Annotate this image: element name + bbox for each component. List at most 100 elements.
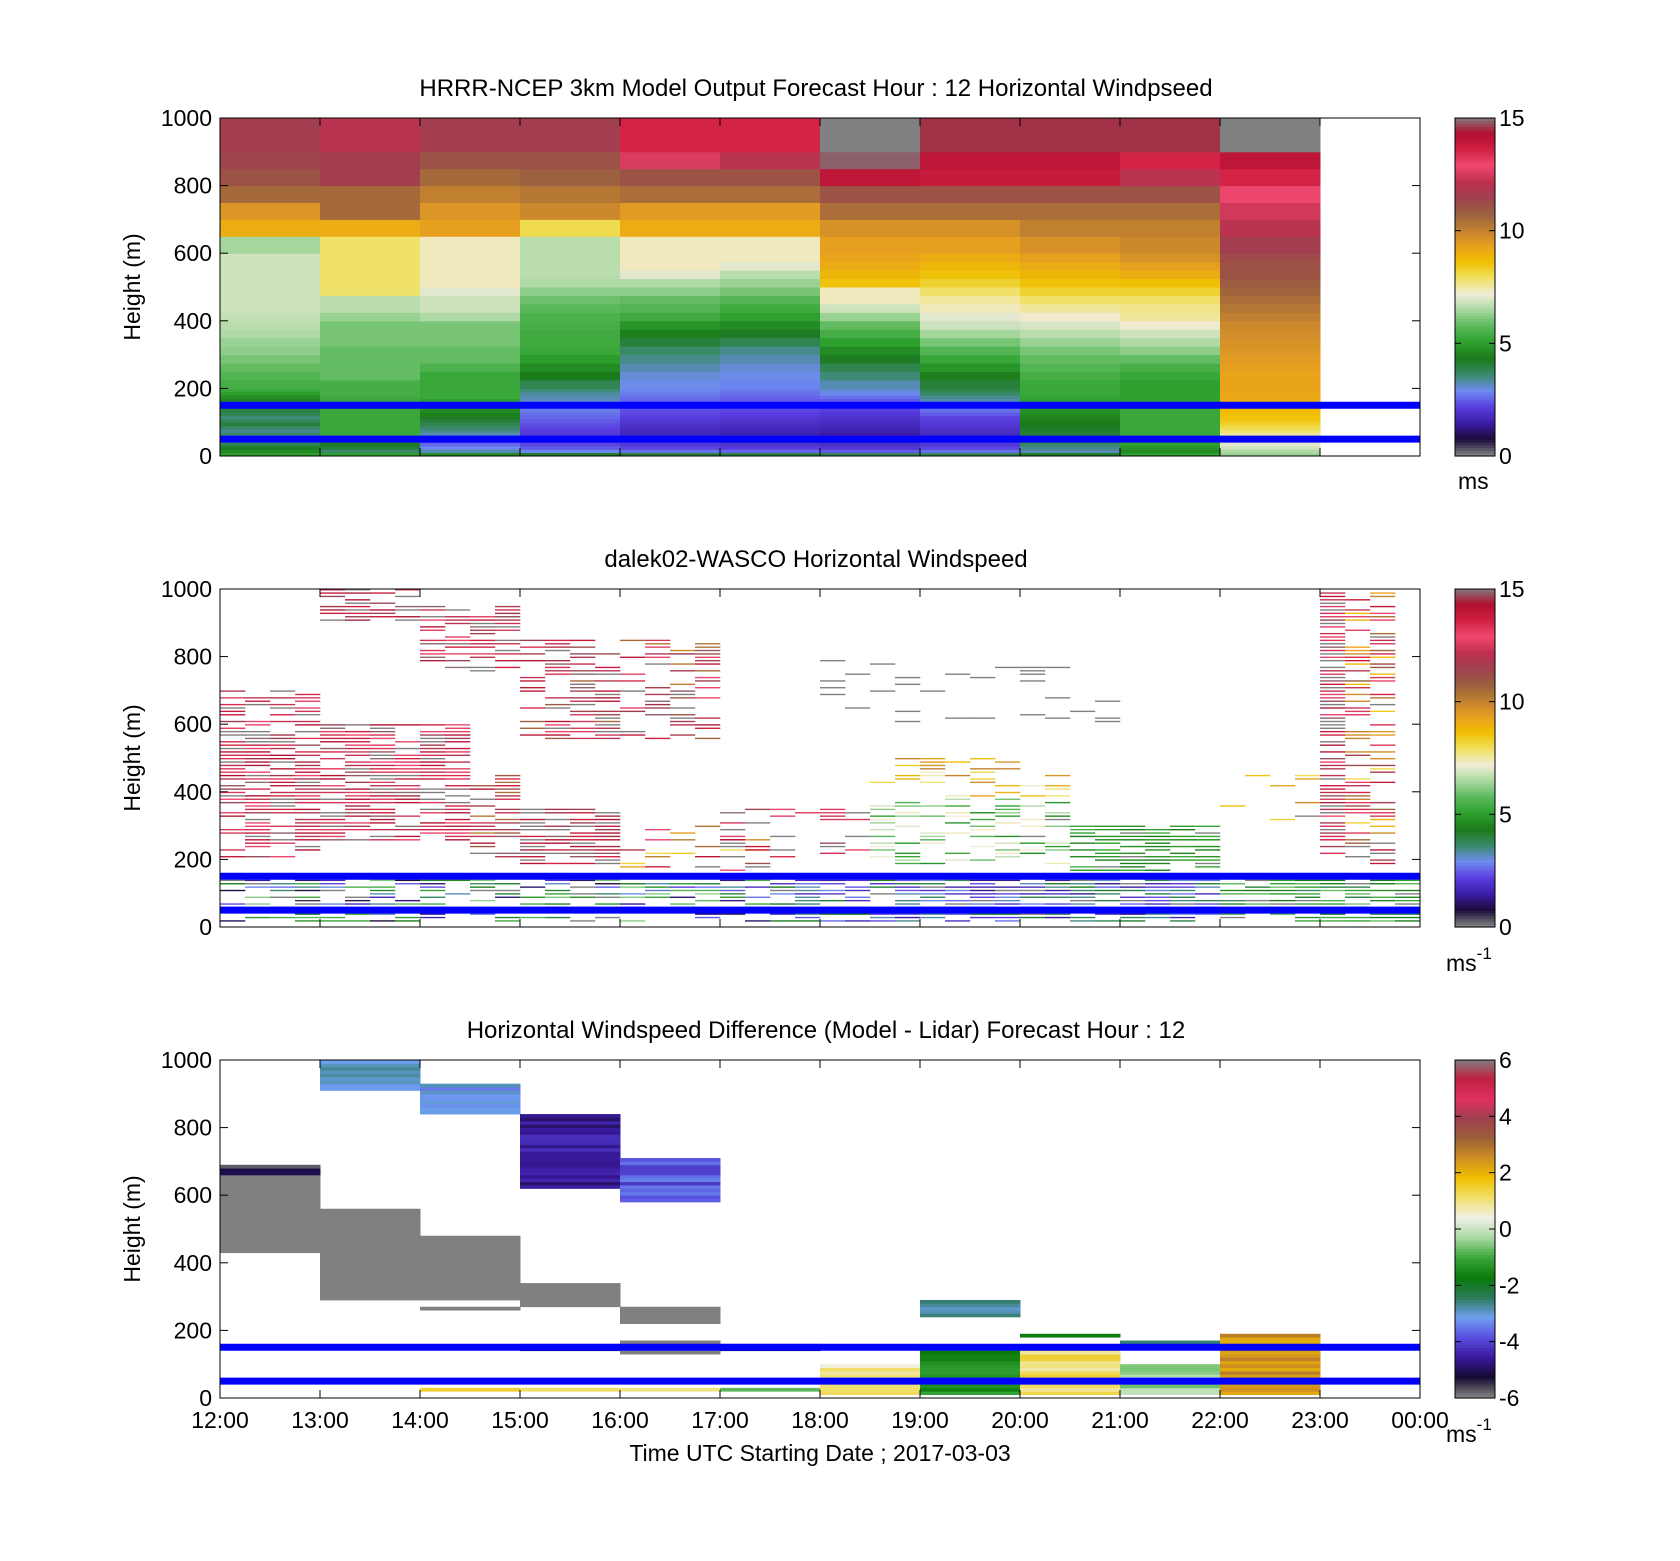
colorbar-swatch (1455, 701, 1495, 706)
model-cell (1120, 395, 1221, 400)
lidar-cell (420, 656, 446, 658)
model-cell (920, 395, 1021, 400)
lidar-cell (220, 741, 246, 743)
lidar-cell (1095, 886, 1121, 888)
model-cell (920, 118, 1021, 136)
colorbar-swatch (1455, 805, 1495, 810)
lidar-cell (795, 916, 821, 919)
colorbar-swatch (1455, 1352, 1495, 1357)
lidar-cell (245, 741, 271, 743)
lidar-cell (495, 616, 521, 618)
lidar-cell (645, 737, 671, 740)
difference-cell (420, 1083, 521, 1088)
colorbar-swatch (1455, 253, 1495, 257)
lidar-cell (820, 845, 846, 848)
colorbar-swatch (1455, 1164, 1495, 1168)
difference-cell (320, 1266, 421, 1270)
colorbar-swatch (1455, 213, 1495, 218)
lidar-cell (345, 788, 371, 790)
lidar-cell (895, 916, 921, 919)
colorbar-swatch (1455, 1226, 1495, 1230)
lidar-cell (545, 670, 571, 672)
lidar-cell (770, 883, 796, 885)
lidar-cell (1120, 896, 1146, 898)
lidar-cell (1370, 724, 1396, 726)
lidar-cell (1145, 842, 1171, 844)
lidar-cell (1370, 697, 1396, 699)
colorbar-swatch (1455, 901, 1495, 906)
colorbar-swatch (1455, 1141, 1495, 1146)
lidar-cell (645, 656, 671, 658)
lidar-cell (370, 815, 396, 817)
lidar-cell (320, 812, 346, 814)
difference-cell (520, 1114, 621, 1118)
lidar-cell (570, 737, 596, 740)
model-cell (320, 442, 421, 447)
lidar-cell (345, 801, 371, 804)
colorbar-swatch (1455, 819, 1495, 824)
lidar-cell (495, 649, 521, 652)
lidar-cell (470, 828, 496, 831)
model-cell (1120, 312, 1221, 322)
model-cell (620, 118, 721, 136)
lidar-cell (1370, 744, 1396, 746)
y-tick-label: 200 (174, 375, 212, 401)
lidar-cell (895, 899, 921, 902)
lidar-cell (495, 795, 521, 797)
lidar-cell (320, 916, 346, 919)
model-cell (620, 287, 721, 296)
lidar-cell (595, 862, 621, 865)
lidar-cell (1020, 896, 1046, 898)
model-cell (420, 425, 521, 430)
lidar-cell (1345, 801, 1371, 804)
difference-cell (420, 1090, 521, 1095)
lidar-cell (1370, 632, 1396, 635)
colorbar-swatch (1455, 656, 1495, 661)
model-cell (420, 219, 521, 237)
lidar-cell (670, 724, 696, 726)
model-cell (820, 415, 921, 420)
lidar-cell (470, 822, 496, 824)
lidar-cell (495, 791, 521, 794)
model-cell (320, 432, 421, 437)
lidar-cell (595, 700, 621, 702)
model-cell (620, 425, 721, 430)
model-cell (1120, 398, 1221, 403)
lidar-cell (1320, 724, 1346, 726)
difference-cell (620, 1171, 721, 1176)
lidar-cell (295, 913, 321, 915)
lidar-cell (545, 659, 571, 662)
model-cell (620, 412, 721, 416)
lidar-cell (445, 646, 471, 648)
lidar-cell (520, 707, 546, 709)
colorbar-swatch (1455, 408, 1495, 412)
difference-cell (320, 1212, 421, 1216)
difference-cell (320, 1070, 421, 1074)
lidar-cell (295, 879, 321, 882)
colorbar-swatch (1455, 1127, 1495, 1132)
lidar-cell (445, 828, 471, 831)
lidar-cell (945, 815, 971, 817)
model-cell (920, 312, 1021, 322)
colorbar-tick-label: 5 (1499, 330, 1512, 356)
lidar-cell (595, 653, 621, 655)
lidar-cell (295, 761, 321, 763)
difference-cell (320, 1239, 421, 1243)
colorbar-swatch (1455, 755, 1495, 759)
difference-cell (220, 1242, 321, 1247)
difference-cell (1220, 1391, 1321, 1396)
lidar-cell (895, 920, 921, 922)
model-cell (220, 270, 321, 280)
colorbar-swatch (1455, 1178, 1495, 1182)
model-cell (920, 261, 1021, 271)
lidar-cell (1095, 856, 1121, 858)
lidar-cell (420, 761, 446, 763)
lidar-cell (795, 899, 821, 902)
lidar-cell (1295, 801, 1321, 804)
colorbar-swatch (1455, 622, 1495, 627)
colorbar-swatch (1455, 439, 1495, 443)
colorbar-swatch (1455, 295, 1495, 299)
difference-cell (420, 1239, 521, 1243)
